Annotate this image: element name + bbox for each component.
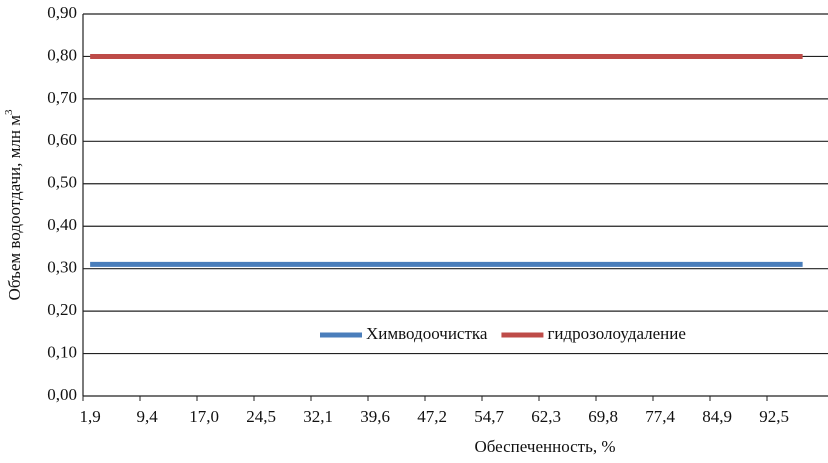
x-tick-label: 62,3 (531, 407, 561, 426)
x-tick-label: 32,1 (303, 407, 333, 426)
x-tick-label: 84,9 (702, 407, 732, 426)
x-axis-title: Обеспеченность, % (474, 437, 615, 456)
x-tick-label: 69,8 (588, 407, 618, 426)
x-tick-label: 92,5 (759, 407, 789, 426)
y-axis-title-text: Объем водоотдачи, млн м (5, 115, 24, 301)
legend-label: Химводоочистка (366, 324, 488, 343)
x-tick-label: 39,6 (360, 407, 390, 426)
y-tick-label: 0,90 (47, 3, 77, 22)
y-tick-label: 0,50 (47, 173, 77, 192)
x-tick-label: 9,4 (137, 407, 159, 426)
y-axis-title: Объем водоотдачи, млн м3 (3, 109, 24, 300)
x-tick-label: 24,5 (246, 407, 276, 426)
y-tick-label: 0,70 (47, 88, 77, 107)
legend-label: гидрозолоудаление (547, 324, 686, 343)
y-tick-label: 0,40 (47, 215, 77, 234)
x-tick-label: 1,9 (80, 407, 101, 426)
x-tick-label: 54,7 (474, 407, 504, 426)
y-tick-label: 0,30 (47, 258, 77, 277)
y-tick-label: 0,20 (47, 300, 77, 319)
x-tick-label: 47,2 (417, 407, 447, 426)
x-tick-label: 77,4 (645, 407, 675, 426)
y-tick-label: 0,00 (47, 385, 77, 404)
x-tick-label: 17,0 (189, 407, 219, 426)
y-tick-label: 0,80 (47, 45, 77, 64)
y-tick-label: 0,60 (47, 130, 77, 149)
y-axis-title-sup: 3 (3, 109, 15, 115)
y-tick-label: 0,10 (47, 342, 77, 361)
